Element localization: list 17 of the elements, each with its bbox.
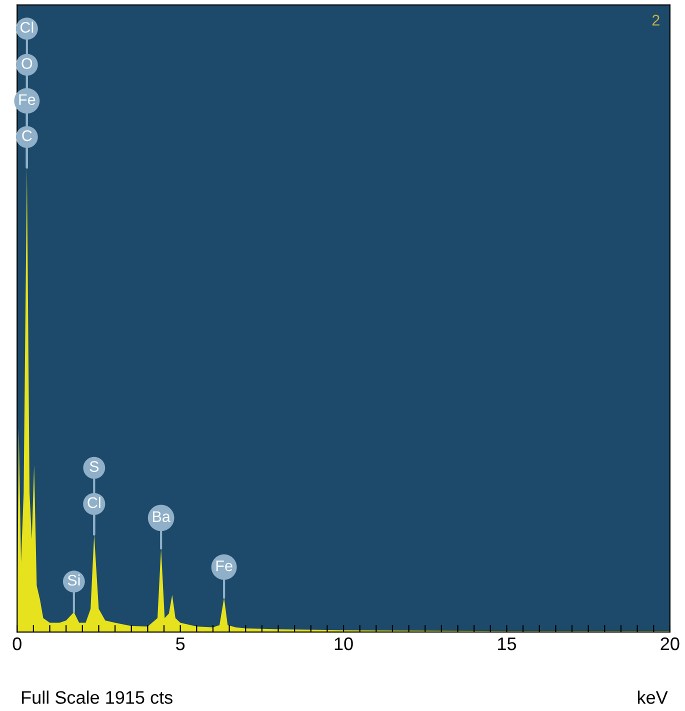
x-tick-label: 20 [660, 637, 680, 650]
annotation: C [22, 130, 32, 142]
x-tick-label: 15 [498, 638, 516, 650]
annotation: Cl [20, 22, 34, 33]
x-axis-title: keV [638, 690, 668, 704]
text: 2 [652, 14, 660, 26]
annotation: S [90, 461, 99, 472]
annotation: Fe [19, 94, 36, 105]
x-tick-label: 5 [176, 638, 185, 650]
text: Full Scale 1915 cts [22, 690, 172, 704]
annotation: O [22, 58, 32, 69]
annotation: Cl [88, 496, 100, 508]
annotation: Fe [216, 560, 232, 572]
annotation: Ba [152, 511, 170, 522]
x-tick-label: 0 [12, 637, 22, 650]
x-tick-label: 10 [334, 637, 353, 650]
annotation: Si [68, 574, 80, 586]
